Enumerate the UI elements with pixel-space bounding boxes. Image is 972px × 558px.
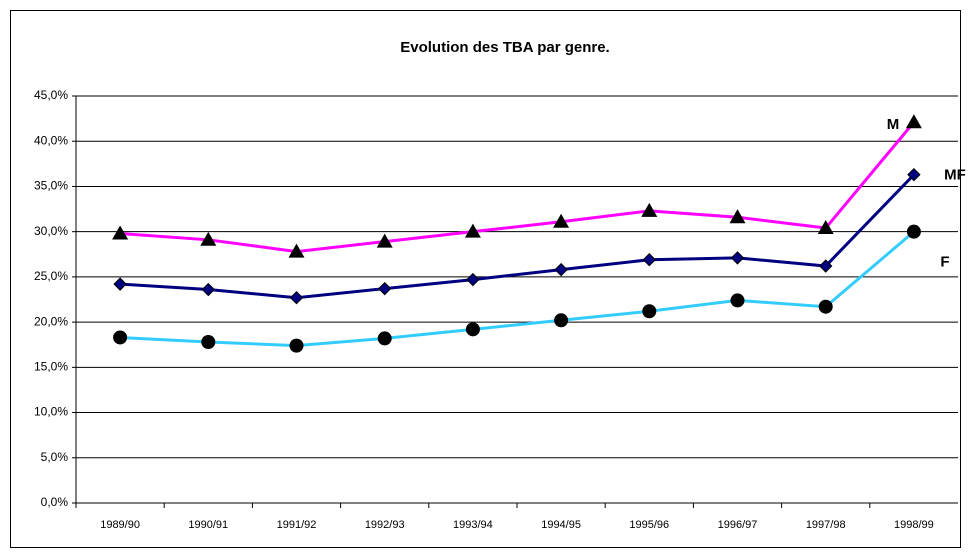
x-tick-label: 1996/97 bbox=[718, 519, 758, 531]
marker bbox=[906, 224, 921, 239]
y-tick-label: 25,0% bbox=[34, 269, 68, 283]
marker bbox=[289, 338, 304, 353]
marker bbox=[113, 277, 127, 291]
marker bbox=[113, 330, 128, 345]
y-tick-label: 45,0% bbox=[34, 88, 68, 102]
marker bbox=[729, 209, 746, 224]
y-tick-label: 10,0% bbox=[34, 405, 68, 419]
marker bbox=[642, 304, 657, 319]
marker bbox=[200, 231, 217, 246]
marker bbox=[465, 322, 480, 337]
y-tick-label: 5,0% bbox=[41, 450, 69, 464]
y-tick-label: 35,0% bbox=[34, 179, 68, 193]
marker bbox=[730, 293, 745, 308]
series-line bbox=[120, 173, 915, 300]
x-tick-label: 1990/91 bbox=[188, 519, 228, 531]
x-tick-label: 1994/95 bbox=[541, 519, 581, 531]
x-tick-label: 1998/99 bbox=[894, 519, 934, 531]
marker bbox=[818, 259, 833, 273]
marker bbox=[464, 223, 481, 238]
marker bbox=[907, 167, 921, 182]
y-tick-label: 0,0% bbox=[41, 495, 69, 509]
y-tick-label: 20,0% bbox=[34, 314, 68, 328]
marker bbox=[289, 290, 304, 305]
marker bbox=[376, 233, 393, 248]
marker bbox=[818, 299, 833, 314]
marker bbox=[377, 281, 392, 296]
marker bbox=[201, 282, 216, 297]
series-line bbox=[119, 121, 916, 254]
series-line bbox=[120, 230, 915, 348]
y-tick-label: 30,0% bbox=[34, 224, 68, 238]
marker bbox=[905, 114, 922, 129]
marker bbox=[730, 251, 745, 265]
marker bbox=[466, 272, 480, 287]
series-label: MF bbox=[944, 167, 966, 184]
series-label: F bbox=[940, 254, 949, 271]
x-tick-label: 1997/98 bbox=[806, 519, 846, 531]
marker bbox=[554, 262, 568, 277]
marker bbox=[817, 220, 834, 235]
marker bbox=[641, 202, 658, 217]
chart-title: Evolution des TBA par genre. bbox=[400, 39, 609, 56]
x-tick-label: 1995/96 bbox=[629, 519, 669, 531]
x-tick-label: 1992/93 bbox=[365, 519, 405, 531]
marker bbox=[642, 252, 657, 267]
marker bbox=[112, 225, 129, 240]
y-tick-label: 40,0% bbox=[34, 133, 68, 147]
marker bbox=[288, 243, 305, 258]
marker bbox=[201, 335, 216, 350]
x-tick-label: 1989/90 bbox=[100, 519, 140, 531]
marker bbox=[377, 331, 392, 346]
x-tick-label: 1993/94 bbox=[453, 519, 493, 531]
marker bbox=[554, 313, 569, 328]
series-label: M bbox=[887, 116, 900, 133]
y-tick-label: 15,0% bbox=[34, 360, 68, 374]
x-tick-label: 1991/92 bbox=[277, 519, 317, 531]
marker bbox=[553, 213, 570, 228]
